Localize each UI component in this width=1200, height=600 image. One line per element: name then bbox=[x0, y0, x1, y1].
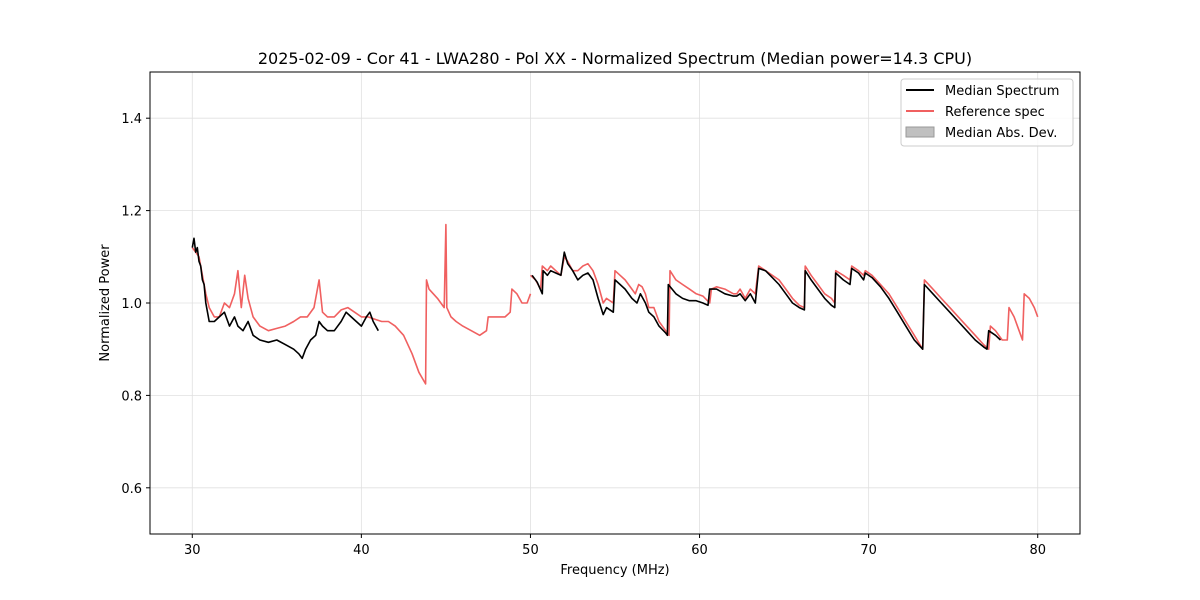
x-tick-label: 80 bbox=[1029, 543, 1046, 558]
x-tick-label: 60 bbox=[691, 543, 708, 558]
x-tick-label: 70 bbox=[860, 543, 877, 558]
series-median-spectrum bbox=[191, 237, 1002, 360]
x-tick-label: 30 bbox=[184, 543, 201, 558]
series-line-segment bbox=[191, 223, 532, 385]
legend-swatch-mad bbox=[905, 126, 935, 138]
y-tick-label: 1.2 bbox=[121, 205, 142, 220]
series-layer bbox=[191, 223, 1039, 385]
series-line-segment bbox=[191, 237, 379, 360]
chart-title: 2025-02-09 - Cor 41 - LWA280 - Pol XX - … bbox=[258, 49, 972, 68]
x-axis-ticks: 30 40 50 60 70 80 bbox=[184, 534, 1046, 558]
legend-label-reference: Reference spec bbox=[945, 105, 1045, 120]
legend: Median Spectrum Reference spec Median Ab… bbox=[900, 78, 1074, 147]
series-line-segment bbox=[529, 255, 1039, 351]
y-tick-label: 0.6 bbox=[121, 482, 142, 497]
legend-label-median: Median Spectrum bbox=[945, 84, 1059, 99]
y-tick-label: 0.8 bbox=[121, 389, 142, 404]
y-tick-label: 1.0 bbox=[121, 297, 142, 312]
series-line-segment bbox=[531, 251, 1002, 351]
y-axis-label: Normalized Power bbox=[98, 244, 113, 362]
series-reference-spec bbox=[191, 223, 1039, 385]
x-axis-label: Frequency (MHz) bbox=[560, 563, 669, 578]
y-tick-label: 1.4 bbox=[121, 112, 142, 127]
y-axis-ticks: 0.6 0.8 1.0 1.2 1.4 bbox=[121, 112, 150, 497]
x-tick-label: 40 bbox=[353, 543, 370, 558]
legend-label-mad: Median Abs. Dev. bbox=[945, 126, 1057, 141]
legend-box bbox=[900, 78, 1074, 147]
x-tick-label: 50 bbox=[522, 543, 539, 558]
